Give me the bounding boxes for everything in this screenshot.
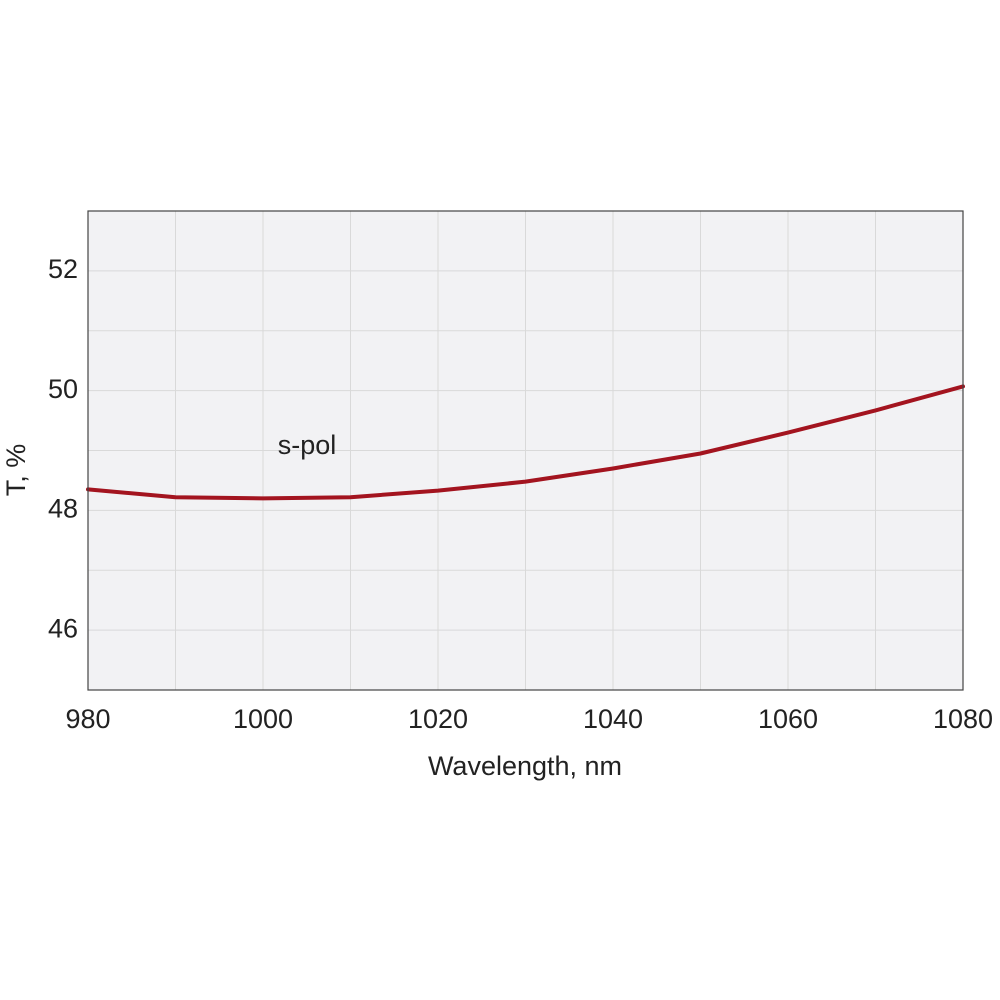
plot-frame	[87, 210, 964, 691]
x-tick-label: 980	[65, 704, 110, 734]
y-tick-label: 50	[48, 374, 78, 404]
x-tick-label: 1000	[233, 704, 293, 734]
y-axis-label: T, %	[1, 444, 31, 497]
x-axis-label: Wavelength, nm	[428, 751, 622, 781]
y-tick-label: 48	[48, 494, 78, 524]
x-tick-label: 1020	[408, 704, 468, 734]
y-tick-label: 46	[48, 613, 78, 643]
lines	[86, 384, 965, 501]
x-tick-label: 1060	[758, 704, 818, 734]
annotation: s-pol	[278, 430, 337, 460]
data-line	[86, 384, 965, 501]
y-tick-label: 52	[48, 254, 78, 284]
x-tick-label: 1080	[933, 704, 993, 734]
x-tick-label: 1040	[583, 704, 643, 734]
